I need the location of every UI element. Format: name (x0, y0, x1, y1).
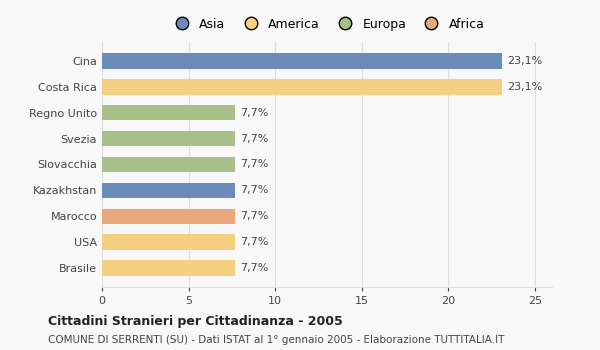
Bar (102, 157, 235, 172)
Bar (102, 131, 235, 146)
Bar (102, 79, 502, 95)
Text: 7,7%: 7,7% (241, 237, 269, 247)
Text: 23,1%: 23,1% (507, 82, 542, 92)
Text: Cittadini Stranieri per Cittadinanza - 2005: Cittadini Stranieri per Cittadinanza - 2… (48, 315, 343, 329)
Bar (102, 183, 235, 198)
Bar (102, 209, 235, 224)
Text: 7,7%: 7,7% (241, 211, 269, 221)
Bar (102, 53, 502, 69)
Bar (102, 260, 235, 276)
Text: 7,7%: 7,7% (241, 263, 269, 273)
Text: 7,7%: 7,7% (241, 186, 269, 195)
Bar (102, 105, 235, 120)
Text: 7,7%: 7,7% (241, 134, 269, 143)
Text: COMUNE DI SERRENTI (SU) - Dati ISTAT al 1° gennaio 2005 - Elaborazione TUTTITALI: COMUNE DI SERRENTI (SU) - Dati ISTAT al … (48, 335, 505, 345)
Text: 23,1%: 23,1% (507, 56, 542, 66)
Bar (102, 234, 235, 250)
Text: 7,7%: 7,7% (241, 108, 269, 118)
Legend: Asia, America, Europa, Africa: Asia, America, Europa, Africa (166, 14, 488, 34)
Text: 7,7%: 7,7% (241, 160, 269, 169)
